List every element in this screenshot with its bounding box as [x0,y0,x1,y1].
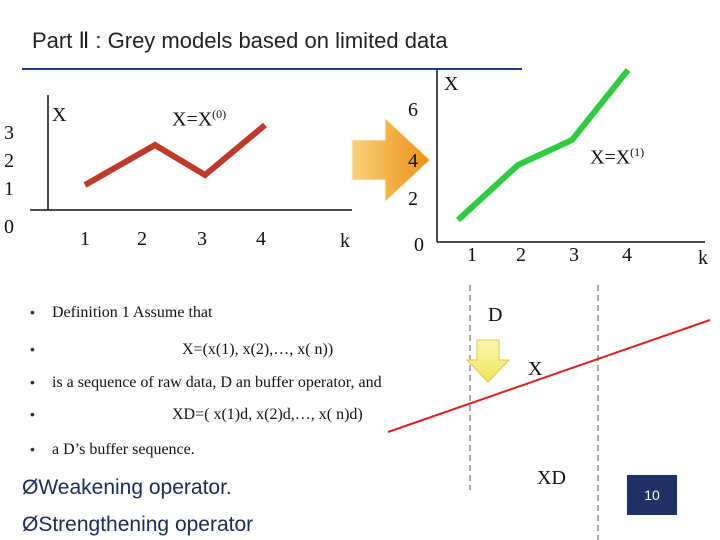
right-x-tick-1: 1 [467,244,477,266]
slide-title: Part Ⅱ : Grey models based on limited da… [32,28,448,53]
right-series-label: X=X(1) [590,145,645,169]
left-y-tick-1: 1 [4,178,14,200]
right-x-axis-label: k [698,247,708,269]
arrow-bullet-icon: Ø [22,513,39,536]
left-series-label: X=X(0) [172,107,227,131]
weakening-operator-item: ØWeakening operator. [22,476,232,499]
right-series-line [455,68,631,223]
buffered-sequence-label: XD [537,467,566,489]
buffered-sequence-line [387,319,711,433]
right-x-tick-4: 4 [622,244,632,266]
raw-sequence-label: X [528,358,543,380]
bullet-buffered-sequence: • XD=( x(1)d, x(2)d,…, x( n)d) [30,406,363,423]
left-series-line [83,122,267,188]
left-x-tick-1: 1 [80,228,90,250]
bullet-buffer-sequence-def: • a D’s buffer sequence. [30,441,195,458]
strengthening-operator-item: ØStrengthening operator [22,513,254,536]
left-x-tick-3: 3 [197,228,207,250]
left-y-tick-0: 0 [4,216,14,238]
left-x-tick-2: 2 [137,228,147,250]
title-underline [22,68,522,70]
bullet-buffer-operator: • is a sequence of raw data, D an buffer … [30,374,382,391]
left-y-tick-3: 3 [4,122,14,144]
right-x-tick-3: 3 [569,244,579,266]
right-y-tick-4: 4 [408,150,418,172]
left-y-tick-2: 2 [4,150,14,172]
left-y-axis-label: X [52,104,67,126]
right-y-tick-6: 6 [408,99,418,121]
bullet-raw-sequence: • X=(x(1), x(2),…, x( n)) [30,341,334,358]
right-y-tick-0: 0 [414,234,424,256]
right-x-tick-2: 2 [516,244,526,266]
right-y-axis-label: X [444,73,459,95]
page-number: 10 [627,475,677,515]
buffer-operator-arrow [465,339,511,383]
buffer-operator-label: D [488,304,503,326]
left-x-tick-4: 4 [256,228,266,250]
right-y-tick-2: 2 [408,188,418,210]
left-x-axis-label: k [340,230,350,252]
transform-arrow [351,116,431,204]
arrow-bullet-icon: Ø [22,476,39,499]
bullet-definition: • Definition 1 Assume that [30,304,213,321]
